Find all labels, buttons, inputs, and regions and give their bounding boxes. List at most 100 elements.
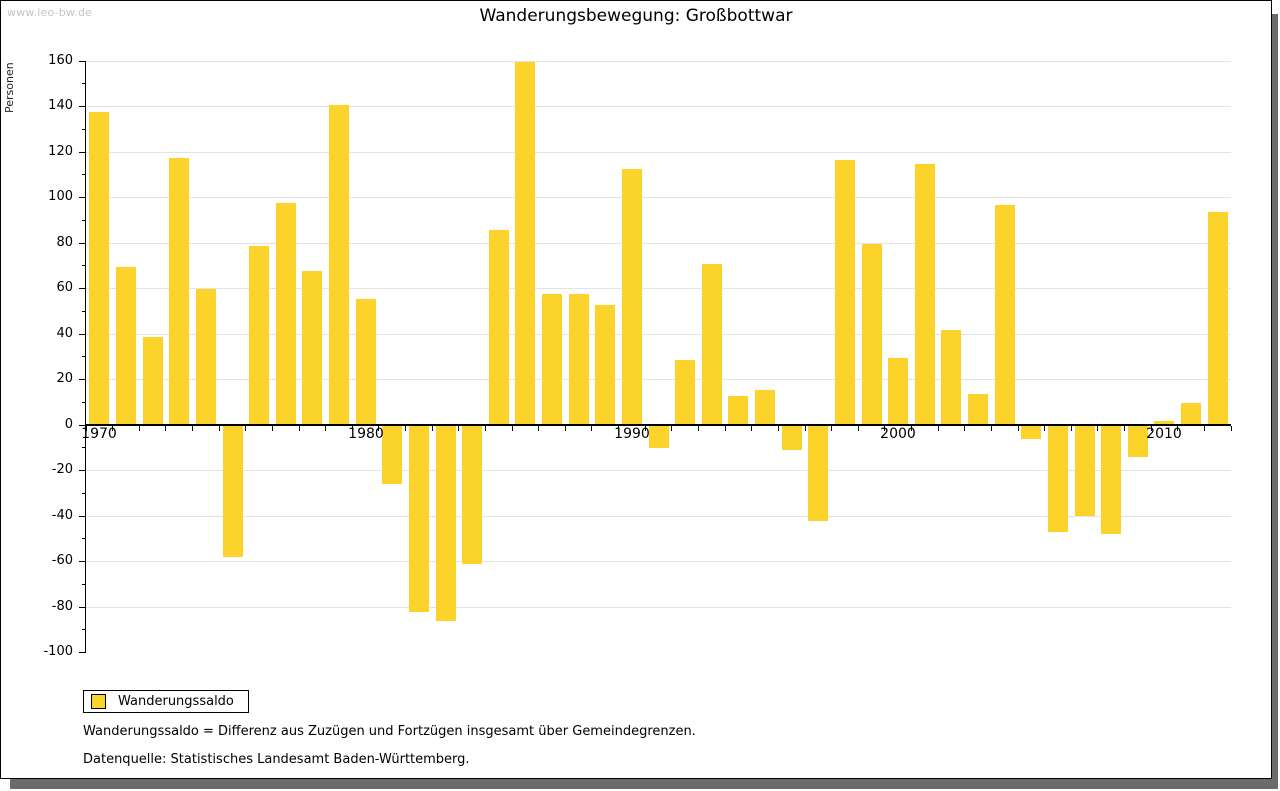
x-tick-24	[724, 426, 726, 431]
gridline-160	[86, 61, 1231, 62]
y-tick-label-0: 0	[64, 417, 73, 432]
y-minor-tick-110	[82, 174, 86, 175]
y-tick-label-40: 40	[56, 326, 73, 341]
gridline-80	[86, 243, 1231, 244]
gridline--40	[86, 516, 1231, 517]
x-tick-label-1970: 1970	[81, 426, 117, 442]
x-tick-9	[325, 426, 327, 431]
x-tick-2	[138, 426, 140, 431]
bar-2009	[1127, 426, 1148, 457]
y-tick-40	[79, 334, 86, 335]
bar-1977	[275, 203, 296, 426]
gridline-140	[86, 106, 1231, 107]
y-tick--40	[79, 516, 86, 517]
x-tick-10	[351, 426, 353, 431]
gridline-100	[86, 197, 1231, 198]
bar-2000	[888, 358, 909, 426]
y-minor-tick--90	[82, 629, 86, 630]
x-tick-13	[431, 426, 433, 431]
bar-2006	[1047, 426, 1068, 532]
gridline--60	[86, 561, 1231, 562]
footnote-definition: Wanderungssaldo = Differenz aus Zuzügen …	[83, 724, 696, 739]
bar-1984	[462, 426, 483, 564]
x-tick-43	[1230, 426, 1232, 431]
x-tick-26	[777, 426, 779, 431]
y-tick-label--100: -100	[43, 644, 73, 659]
bar-1985	[488, 230, 509, 426]
bar-1982	[408, 426, 429, 612]
bar-2010	[1154, 421, 1175, 426]
bar-1989	[595, 305, 616, 426]
bar-1993	[701, 264, 722, 426]
y-minor-tick--10	[82, 447, 86, 448]
y-minor-tick-50	[82, 311, 86, 312]
y-minor-tick--30	[82, 493, 86, 494]
x-tick-22	[671, 426, 673, 431]
bar-2001	[914, 164, 935, 426]
x-tick-20	[618, 426, 620, 431]
x-tick-38	[1097, 426, 1099, 431]
y-tick-100	[79, 197, 86, 198]
y-tick-label--60: -60	[51, 553, 73, 568]
legend-box: Wanderungssaldo	[83, 690, 249, 713]
x-tick-14	[458, 426, 460, 431]
x-tick-1	[112, 426, 114, 431]
y-tick-label-20: 20	[56, 371, 73, 386]
y-tick-label-80: 80	[56, 235, 73, 250]
y-minor-tick-150	[82, 83, 86, 84]
y-tick--20	[79, 470, 86, 471]
bar-1996	[781, 426, 802, 450]
bar-1988	[568, 294, 589, 426]
footnote-source: Datenquelle: Statistisches Landesamt Bad…	[83, 752, 470, 767]
x-tick-37	[1070, 426, 1072, 431]
bar-1990	[621, 169, 642, 426]
y-tick-label--20: -20	[51, 462, 73, 477]
bar-1975	[222, 426, 243, 557]
bar-1991	[648, 426, 669, 448]
bar-2007	[1074, 426, 1095, 516]
x-tick-31	[911, 426, 912, 431]
bar-1998	[834, 160, 855, 426]
y-tick-160	[79, 61, 86, 62]
y-tick-label--80: -80	[51, 599, 73, 614]
y-tick-20	[79, 379, 86, 380]
x-tick-12	[405, 426, 406, 431]
bar-2003	[968, 394, 988, 426]
y-minor-tick-90	[82, 220, 86, 221]
x-tick-41	[1177, 426, 1179, 431]
x-tick-label-2010: 2010	[1146, 426, 1182, 442]
gridline-20	[86, 379, 1231, 380]
bar-1995	[755, 390, 775, 426]
bar-1987	[542, 294, 562, 426]
y-tick-120	[79, 152, 86, 153]
x-tick-11	[378, 426, 380, 431]
gridline--20	[86, 470, 1231, 471]
x-tick-39	[1124, 426, 1125, 431]
y-minor-tick-10	[82, 402, 86, 403]
y-minor-tick-70	[82, 265, 86, 266]
y-tick-0	[79, 425, 86, 426]
x-tick-23	[697, 426, 699, 431]
x-tick-36	[1044, 426, 1046, 431]
x-tick-25	[751, 426, 753, 431]
bar-1970	[89, 112, 110, 426]
bar-1986	[515, 62, 536, 426]
y-tick--60	[79, 561, 86, 562]
chart-panel: www.leo-bw.de Wanderungsbewegung: Großbo…	[0, 0, 1272, 779]
gridline-40	[86, 334, 1231, 335]
bar-1999	[861, 244, 882, 426]
x-tick-label-2000: 2000	[880, 426, 916, 442]
y-tick-label-100: 100	[48, 189, 73, 204]
y-tick-label-60: 60	[56, 280, 73, 295]
bar-1972	[142, 337, 163, 426]
y-tick--100	[79, 652, 86, 653]
x-tick-3	[165, 426, 167, 431]
gridline--80	[86, 607, 1231, 608]
y-minor-tick--70	[82, 584, 86, 585]
bar-1980	[355, 299, 376, 426]
x-tick-6	[245, 426, 247, 431]
x-tick-19	[591, 426, 593, 431]
y-tick--80	[79, 607, 86, 608]
bar-2004	[994, 205, 1015, 426]
bar-1978	[302, 271, 323, 426]
